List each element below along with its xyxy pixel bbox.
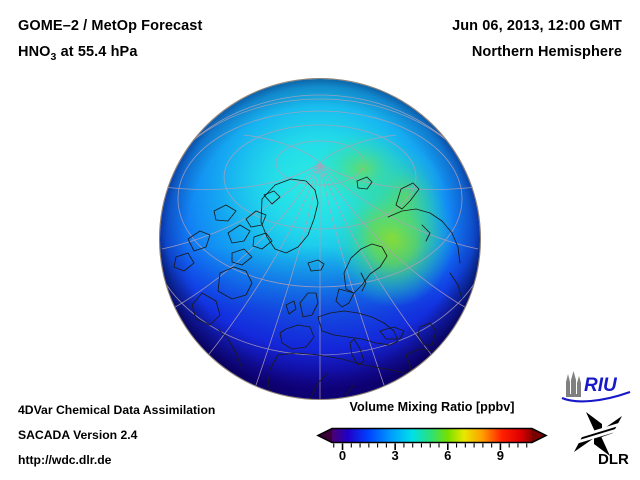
species-level-label: HNO3 at 55.4 hPa — [18, 44, 137, 63]
colorbar-over-arrow — [532, 429, 546, 442]
colorbar-title: Volume Mixing Ratio [ppbv] — [349, 400, 515, 414]
colorbar-tick-label: 0 — [338, 448, 347, 463]
colorbar-tick-label: 6 — [444, 448, 452, 463]
footer-line-url: http://wdc.dlr.de — [18, 453, 112, 467]
riu-tower-icon — [566, 371, 581, 397]
colorbar-ticks — [333, 443, 528, 450]
colorbar-tick-label: 3 — [391, 448, 399, 463]
riu-wordmark: RIU — [584, 375, 618, 396]
colorbar: Volume Mixing Ratio [ppbv] 0 3 6 9 — [316, 400, 548, 472]
riu-logo-svg: RIU — [561, 371, 631, 403]
colorbar-gradient — [332, 429, 532, 442]
footer-line-version: SACADA Version 2.4 — [18, 428, 138, 442]
coastlines — [173, 176, 463, 399]
dlr-wordmark: DLR — [598, 451, 629, 468]
footer-line-method: 4DVar Chemical Data Assimilation — [18, 403, 216, 417]
colorbar-frame — [316, 427, 548, 444]
globe-limb-outline — [158, 77, 482, 401]
riu-swoosh-icon — [561, 391, 631, 403]
species-formula-prefix: HNO — [18, 44, 51, 60]
colorbar-scale — [316, 427, 548, 450]
colorbar-tick-labels: 0 3 6 9 — [316, 448, 548, 470]
valid-time-label: Jun 06, 2013, 12:00 GMT — [452, 18, 622, 34]
dlr-logo-svg: DLR — [574, 412, 629, 468]
orthographic-projection-svg — [158, 77, 482, 401]
species-level-suffix: at 55.4 hPa — [56, 44, 138, 60]
colorbar-tick-label: 9 — [496, 448, 505, 463]
page-title: GOME–2 / MetOp Forecast — [18, 18, 203, 34]
hemisphere-label: Northern Hemisphere — [471, 44, 622, 60]
dlr-logo: DLR — [566, 410, 632, 468]
riu-logo: RIU — [560, 370, 632, 404]
species-formula-subscript: 3 — [50, 50, 57, 63]
globe-map — [158, 77, 482, 401]
colorbar-under-arrow — [318, 429, 332, 442]
dlr-pinwheel-icon — [574, 412, 622, 456]
